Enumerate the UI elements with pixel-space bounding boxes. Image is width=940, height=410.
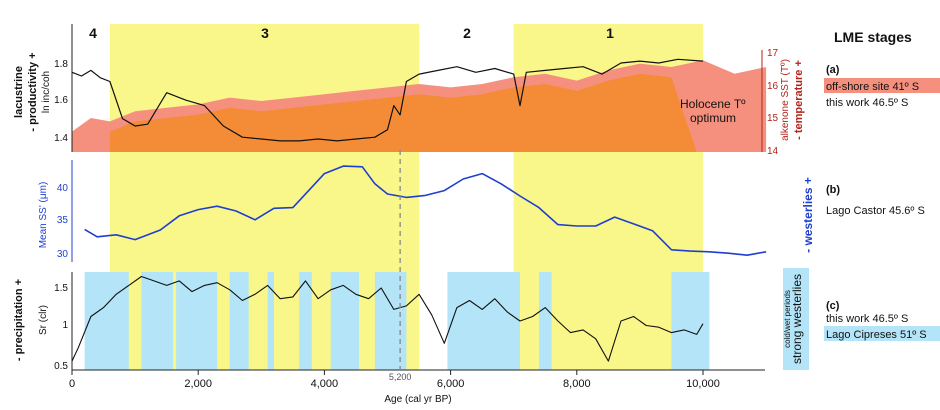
wet-band-5: [299, 272, 312, 370]
legend-c-cipreses: Lago Cipreses 51º S: [826, 329, 927, 341]
mean-ss-label: Mean SS' (μm): [38, 182, 49, 249]
ln-inc-coh-label: ln inc/coh: [41, 71, 52, 113]
wet-band-10: [671, 272, 710, 370]
legend-a-offshore: off-shore site 41º S: [826, 81, 919, 93]
stage-label-4: 4: [89, 25, 97, 41]
sst-area-orange: [109, 73, 697, 152]
stage-labels: 4 3 2 1: [89, 25, 614, 41]
temperature-label: - temperature +: [793, 60, 805, 140]
legend-a-swatch: [824, 78, 940, 93]
wet-band-0: [84, 272, 129, 370]
wet-band-4: [267, 272, 274, 370]
productivity-label: - productivity +: [27, 52, 39, 131]
x-tick-label-5: 10,000: [686, 378, 720, 390]
cold-wet-label: cold/wet periods: [783, 290, 792, 348]
westerlies-label: - westerlies +: [801, 177, 815, 253]
panel-b-axis-ticks: 40 35 30: [57, 183, 69, 260]
wet-band-8: [447, 272, 521, 370]
panel-c-axis-ticks: 1.5 1 0.5: [54, 283, 68, 372]
sst-tick-17: 17: [767, 48, 779, 59]
a-tick-1-6: 1.6: [54, 95, 68, 106]
lacustrine-label: lacustrine: [13, 66, 25, 118]
c-tick-0-5: 0.5: [54, 361, 68, 372]
legend-c-swatch: [824, 326, 940, 341]
stage-label-2: 2: [463, 25, 471, 41]
legend-c: (c) this work 46.5º S Lago Cipreses 51º …: [824, 300, 940, 341]
sst-tick-15: 15: [767, 113, 779, 124]
wet-band-1: [141, 272, 173, 370]
mean-ss-line: [84, 165, 767, 256]
panel-a-right-ticks: 17 16 15 14: [767, 48, 779, 157]
legend-a-thiswork: this work 46.5º S: [826, 97, 908, 109]
sst-area-layer: [72, 60, 767, 153]
x-tick-label-2: 4,000: [311, 378, 339, 390]
wet-band-7: [374, 272, 407, 370]
precipitation-label: - precipitation +: [13, 279, 25, 361]
sst-tick-14: 14: [767, 146, 779, 157]
strong-westerlies-label: strong westerlies: [790, 274, 804, 364]
sst-tick-16: 16: [767, 81, 779, 92]
panel-frames: [71, 24, 765, 371]
x-tick-label-4: 8,000: [563, 378, 591, 390]
x-tick-label-1: 2,000: [184, 378, 212, 390]
strong-westerlies-box: [783, 268, 809, 370]
panel-a-left-label: lacustrine - productivity + ln inc/coh: [13, 52, 52, 131]
x-tick-label-0: 0: [69, 378, 75, 390]
wet-band-3: [229, 272, 249, 370]
x-axis-label: Age (cal yr BP): [384, 394, 451, 405]
legend-b-letter: (b): [826, 184, 840, 196]
legend-c-thiswork: this work 46.5º S: [826, 313, 908, 325]
legend-c-letter: (c): [826, 300, 840, 312]
a-tick-1-8: 1.8: [54, 59, 68, 70]
c-tick-1-5: 1.5: [54, 283, 68, 294]
holocene-annotation-2: optimum: [690, 111, 736, 125]
c-tick-1: 1: [62, 320, 68, 331]
alkenone-sst-label: alkenone SST (Tº): [780, 59, 791, 141]
legend-a: (a) off-shore site 41º S this work 46.5º…: [824, 64, 940, 109]
sr-clr-label: Sr (clr): [38, 305, 49, 335]
age-marker-label: 5,200: [389, 372, 412, 382]
holocene-annotation-1: Holocene Tº: [680, 97, 746, 111]
legend-a-letter: (a): [826, 64, 840, 76]
a-tick-1-4: 1.4: [54, 133, 68, 144]
sr-clr-line: [71, 275, 704, 362]
x-axis-ticks: 0 2,000 4,000 6,000 8,000 10,000: [69, 370, 720, 390]
x-tick-label-3: 6,000: [437, 378, 465, 390]
panel-a-axis-ticks: 1.8 1.6 1.4: [54, 59, 68, 144]
wet-band-2: [176, 272, 218, 370]
legend-b-castor: Lago Castor 45.6º S: [826, 205, 925, 217]
b-tick-35: 35: [57, 215, 69, 226]
legend-b: (b) Lago Castor 45.6º S: [826, 184, 925, 217]
stages-title: LME stages: [834, 29, 912, 45]
productivity-line: [71, 58, 704, 142]
data-lines: [71, 58, 767, 362]
stage-label-3: 3: [261, 25, 269, 41]
wet-band-9: [538, 272, 552, 370]
b-tick-30: 30: [57, 249, 69, 260]
stage-label-1: 1: [606, 25, 614, 41]
b-tick-40: 40: [57, 183, 69, 194]
